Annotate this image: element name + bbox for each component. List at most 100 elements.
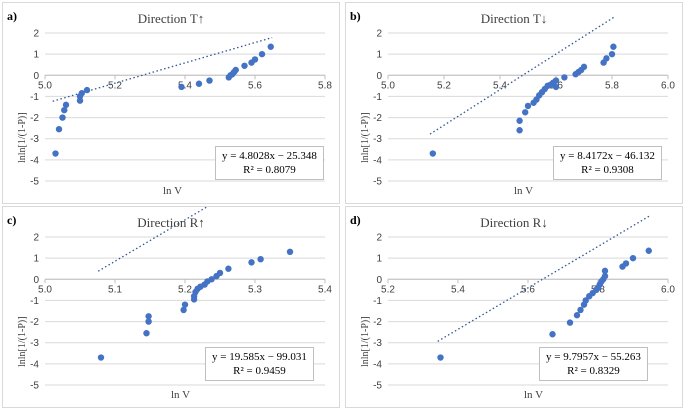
y-tick-label-b: -2 xyxy=(373,113,382,124)
r-squared-c: R² = 0.9459 xyxy=(233,365,286,377)
data-point-a xyxy=(206,77,213,84)
data-point-a xyxy=(195,80,203,87)
chart-title-a: Direction T↑ xyxy=(137,11,205,26)
trendline-equation-d: y = 9.7957x − 55.263 xyxy=(546,351,641,363)
chart-panel-a: 2 1 0 -1 -2 -3 -4 -5 5.0 5.2 5.4 5.6 5.8 a) Directio… xyxy=(2,2,340,204)
x-tick-label-c: 5.0 xyxy=(38,284,52,295)
y-tick-label-d: 1 xyxy=(376,254,382,265)
x-tick-label-a: 5.0 xyxy=(38,80,52,91)
y-tick-label-a: 2 xyxy=(33,29,39,40)
trendline-equation-c: y = 19.585x − 99.031 xyxy=(212,351,307,363)
trendline-d xyxy=(437,215,651,342)
data-point-d xyxy=(573,312,581,319)
y-tick-label-c: 0 xyxy=(33,275,39,286)
y-tick-label-a: -4 xyxy=(30,155,39,166)
x-tick-label-d: 5.6 xyxy=(521,284,535,295)
y-tick-label-d: -2 xyxy=(373,317,382,328)
data-point-d xyxy=(577,306,584,314)
panel-label-c: c) xyxy=(7,213,17,227)
data-point-b xyxy=(516,127,523,134)
x-tick-label-a: 5.8 xyxy=(318,80,332,91)
data-point-c xyxy=(257,256,264,263)
y-tick-label-c: -2 xyxy=(30,317,39,328)
data-point-c xyxy=(208,276,215,283)
data-point-d xyxy=(601,267,609,275)
data-point-a xyxy=(52,150,59,157)
y-tick-label-a: 1 xyxy=(33,50,39,61)
y-axis-label-d: lnln[1/(1-P)] xyxy=(360,316,371,367)
data-point-c xyxy=(145,313,152,320)
data-point-c xyxy=(145,318,152,325)
plot-area-a: 2 1 0 -1 -2 -3 -4 -5 5.0 5.2 5.4 5.6 5.8 xyxy=(30,29,332,188)
y-tick-label-d: 2 xyxy=(376,233,382,244)
data-point-c xyxy=(216,269,224,277)
x-tick-label-b: 5.2 xyxy=(437,80,451,91)
y-tick-label-c: -5 xyxy=(30,381,39,392)
y-tick-label-b: -5 xyxy=(373,177,382,188)
x-tick-label-b: 5.0 xyxy=(381,80,395,91)
data-point-a xyxy=(258,50,266,58)
y-tick-label-b: -3 xyxy=(373,134,382,145)
data-point-c xyxy=(143,330,150,337)
y-tick-label-b: -4 xyxy=(373,155,382,166)
y-tick-label-d: -1 xyxy=(373,296,382,307)
r-squared-b: R² = 0.9308 xyxy=(581,164,634,176)
x-tick-label-c: 5.4 xyxy=(318,284,332,295)
chart-panel-c: 2 1 0 -1 -2 -3 -4 -5 5.0 5.1 5.2 5.3 5.4 c) Directio… xyxy=(2,206,340,408)
y-axis-label-a: lnln[1/(1-P)] xyxy=(17,112,28,163)
y-tick-label-d: 0 xyxy=(376,275,382,286)
trendline-b xyxy=(429,16,616,135)
data-point-a xyxy=(78,90,85,97)
data-point-a xyxy=(267,43,274,50)
y-tick-label-d: -4 xyxy=(373,359,382,370)
y-tick-label-a: 0 xyxy=(33,71,39,82)
x-axis-label-b: ln V xyxy=(514,185,534,197)
data-point-d xyxy=(549,331,556,338)
data-point-c xyxy=(180,306,187,314)
x-tick-label-d: 6.0 xyxy=(661,284,675,295)
chart-panel-b: 210-1-2-3-4-55.05.25.45.65.86.0 b) Direc… xyxy=(345,2,683,204)
y-tick-label-a: -5 xyxy=(30,177,39,188)
data-point-d xyxy=(622,260,630,267)
data-point-a xyxy=(251,56,259,63)
data-point-a xyxy=(59,114,66,121)
y-axis-label-b: lnln[1/(1-P)] xyxy=(360,112,371,163)
x-tick-label-c: 5.1 xyxy=(108,284,122,295)
y-tick-label-c: -4 xyxy=(30,359,39,370)
panel-label-a: a) xyxy=(7,9,17,23)
data-point-b xyxy=(580,63,588,71)
y-tick-label-c: -1 xyxy=(30,296,39,307)
data-point-b xyxy=(610,43,617,50)
data-point-a xyxy=(55,126,63,133)
equation-box-a: y = 4.8028x − 25.348 R² = 0.8079 xyxy=(215,146,324,180)
data-point-b xyxy=(429,150,436,157)
data-point-c xyxy=(97,354,105,361)
data-point-a xyxy=(241,62,248,69)
trendline-equation-b: y = 8.4172x − 46.132 xyxy=(560,150,655,162)
trendline-equation-a: y = 4.8028x − 25.348 xyxy=(222,150,317,162)
y-tick-label-d: -5 xyxy=(373,381,382,392)
trendline-c xyxy=(97,207,209,272)
x-axis-label-d: ln V xyxy=(524,389,544,401)
y-tick-label-c: 1 xyxy=(33,254,39,265)
data-point-c xyxy=(181,301,189,308)
data-point-a xyxy=(61,106,68,114)
data-point-a xyxy=(62,101,70,109)
y-tick-label-a: -3 xyxy=(30,134,39,145)
data-point-d xyxy=(645,247,652,254)
chart-title-d: Direction R↓ xyxy=(480,215,548,230)
x-axis-label-c: ln V xyxy=(171,389,191,401)
data-point-b xyxy=(561,74,568,81)
equation-box-b: y = 8.4172x − 46.132 R² = 0.9308 xyxy=(553,146,662,180)
x-tick-label-a: 5.6 xyxy=(248,80,262,91)
x-tick-label-d: 5.4 xyxy=(451,284,465,295)
data-point-d xyxy=(582,297,589,304)
data-point-b xyxy=(552,77,560,84)
data-point-a xyxy=(232,66,239,74)
data-point-b xyxy=(524,102,532,110)
x-tick-label-b: 5.8 xyxy=(605,80,619,91)
chart-title-b: Direction T↓ xyxy=(480,11,548,26)
x-tick-label-a: 5.2 xyxy=(108,80,122,91)
equation-box-d: y = 9.7957x − 55.263 R² = 0.8329 xyxy=(539,347,648,381)
r-squared-a: R² = 0.8079 xyxy=(243,164,296,176)
